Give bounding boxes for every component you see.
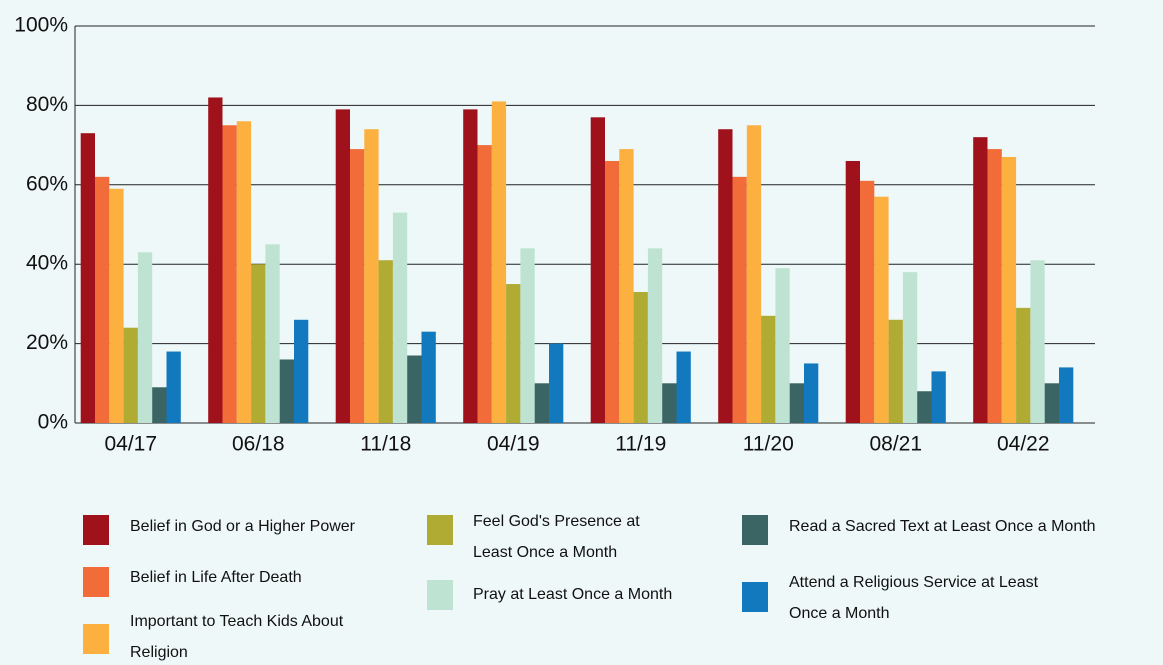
bar bbox=[732, 176, 747, 423]
legend-label: Pray at Least Once a Month bbox=[473, 586, 672, 603]
x-tick-label: 11/19 bbox=[615, 433, 666, 456]
legend-line: Religion bbox=[130, 644, 188, 661]
bar bbox=[1001, 157, 1017, 423]
bar bbox=[746, 125, 762, 423]
bar bbox=[1044, 383, 1059, 423]
legend-line: Pray at Least Once a Month bbox=[473, 586, 672, 603]
legend-swatch bbox=[427, 515, 453, 545]
bar bbox=[95, 176, 110, 423]
bar bbox=[80, 133, 95, 423]
bar bbox=[987, 149, 1002, 423]
legend-line: Important to Teach Kids About bbox=[130, 613, 344, 630]
legend-label: Belief in Life After Death bbox=[130, 569, 302, 586]
legend-label: Belief in God or a Higher Power bbox=[130, 518, 356, 535]
legend-line: Belief in Life After Death bbox=[130, 569, 302, 586]
bar bbox=[265, 244, 280, 423]
bar bbox=[251, 264, 266, 423]
legend-line: Read a Sacred Text at Least Once a Month bbox=[789, 518, 1096, 535]
legend-label: Attend a Religious Service at Least Once … bbox=[789, 574, 1039, 622]
bar bbox=[549, 343, 564, 423]
bar bbox=[364, 129, 379, 423]
bar bbox=[166, 351, 181, 423]
legend-line: Attend a Religious Service at Least bbox=[789, 574, 1039, 591]
legend-swatch bbox=[83, 624, 109, 654]
bar bbox=[421, 331, 436, 423]
bar bbox=[761, 315, 776, 423]
y-tick-label: 80% bbox=[26, 93, 68, 116]
bar bbox=[520, 248, 535, 423]
legend-label: Feel God's Presence at Least Once a Month bbox=[473, 513, 640, 561]
bar bbox=[1059, 367, 1074, 423]
x-tick-label: 06/18 bbox=[232, 433, 285, 456]
bar bbox=[279, 359, 294, 423]
bar bbox=[407, 355, 422, 423]
bar bbox=[619, 149, 634, 423]
legend-line: Feel God's Presence at bbox=[473, 513, 640, 530]
bar bbox=[590, 117, 605, 423]
y-tick-label: 40% bbox=[26, 252, 68, 275]
bar bbox=[335, 109, 350, 424]
y-tick-label: 0% bbox=[38, 411, 68, 434]
bar bbox=[294, 319, 309, 423]
legend-swatch bbox=[83, 515, 109, 545]
bar bbox=[350, 149, 365, 423]
bar bbox=[236, 121, 252, 423]
bar bbox=[931, 371, 946, 423]
bar bbox=[633, 291, 648, 423]
bar bbox=[477, 145, 492, 423]
x-tick-label: 04/22 bbox=[997, 433, 1050, 456]
bar bbox=[973, 137, 988, 423]
legend-line: Once a Month bbox=[789, 605, 890, 622]
y-tick-label: 100% bbox=[14, 14, 68, 37]
bar bbox=[123, 327, 138, 423]
bar bbox=[491, 101, 507, 424]
bar bbox=[789, 383, 804, 423]
legend-swatch bbox=[83, 567, 109, 597]
bar bbox=[902, 272, 918, 423]
bar bbox=[860, 180, 875, 423]
legend-line: Least Once a Month bbox=[473, 544, 617, 561]
bar bbox=[506, 284, 521, 423]
bar bbox=[888, 319, 903, 423]
bar bbox=[605, 160, 620, 424]
bar bbox=[874, 196, 889, 423]
bar bbox=[152, 387, 167, 423]
y-tick-label: 20% bbox=[26, 331, 68, 354]
bar bbox=[534, 383, 549, 423]
legend-label: Read a Sacred Text at Least Once a Month bbox=[789, 518, 1096, 535]
bar bbox=[845, 160, 860, 424]
bar bbox=[222, 125, 237, 423]
x-tick-label: 08/21 bbox=[869, 433, 922, 456]
bar bbox=[137, 252, 153, 423]
x-tick-label: 11/20 bbox=[743, 433, 794, 456]
y-tick-label: 60% bbox=[26, 172, 68, 195]
bar bbox=[392, 212, 408, 423]
bar bbox=[463, 109, 478, 424]
x-tick-label: 11/18 bbox=[360, 433, 411, 456]
bar bbox=[647, 248, 663, 423]
x-tick-label: 04/19 bbox=[487, 433, 540, 456]
bar bbox=[378, 260, 393, 423]
legend-swatch bbox=[427, 580, 453, 610]
bar bbox=[676, 351, 691, 423]
bar bbox=[662, 383, 677, 423]
bar bbox=[1016, 307, 1031, 423]
x-tick-label: 04/17 bbox=[104, 433, 157, 456]
legend-swatch bbox=[742, 582, 768, 612]
legend-label: Important to Teach Kids About Religion bbox=[130, 613, 344, 661]
bar bbox=[1030, 260, 1045, 423]
legend-line: Belief in God or a Higher Power bbox=[130, 518, 356, 535]
bar bbox=[208, 97, 223, 424]
bar bbox=[718, 129, 733, 423]
bar bbox=[109, 188, 124, 423]
legend-swatch bbox=[742, 515, 768, 545]
bar bbox=[775, 268, 790, 423]
bar bbox=[917, 391, 932, 423]
bar bbox=[804, 363, 819, 423]
